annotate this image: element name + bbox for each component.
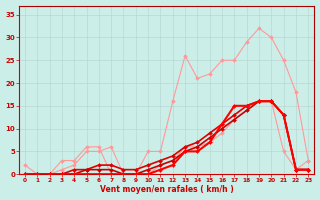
X-axis label: Vent moyen/en rafales ( km/h ): Vent moyen/en rafales ( km/h ) <box>100 185 234 194</box>
